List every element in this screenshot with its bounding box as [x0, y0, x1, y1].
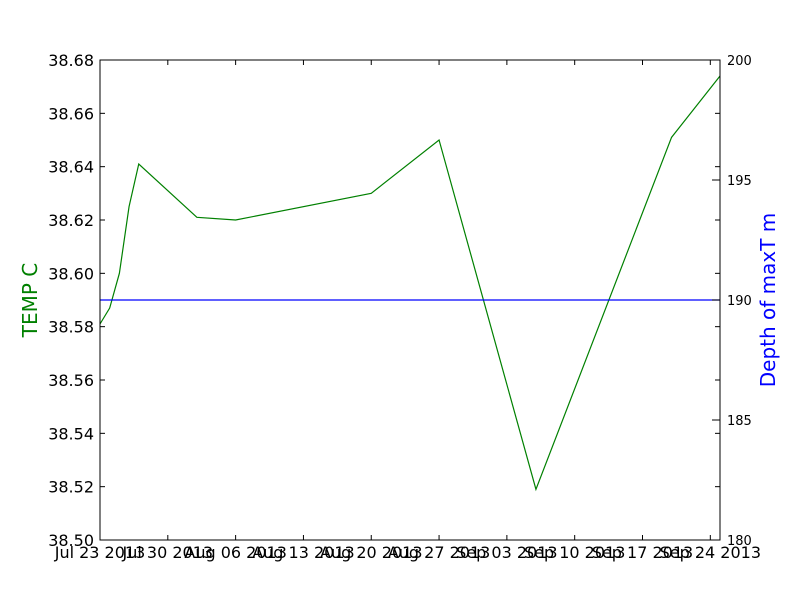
x-tick-label: Aug 13 2013 [252, 543, 355, 562]
series-line-0 [99, 75, 721, 492]
x-tick-label: Sep 10 2013 [524, 543, 625, 562]
y-tick-label: 38.54 [48, 424, 94, 443]
y2-tick-label: 190 [727, 294, 752, 309]
ticks-layer: 38.50 38.52 38.54 38.56 38.58 38.60 38.62 38.64… [48, 51, 761, 562]
y2-tick-label: 200 [727, 54, 752, 69]
y2-axis-label: Depth of maxT m [756, 213, 780, 388]
y-tick-label: 38.50 [48, 531, 94, 550]
x-tick-label: Jul 23 2013 [54, 543, 146, 562]
y2-tick-label: 180 [727, 534, 752, 549]
series-layer [99, 75, 721, 492]
y-tick-label: 38.64 [48, 158, 94, 177]
y-tick-label: 38.52 [48, 478, 94, 497]
x-tick-label: Jul 30 2013 [122, 543, 214, 562]
y2-tick-label: 185 [727, 414, 752, 429]
y-axis-label: TEMP C [18, 263, 42, 339]
y-tick-label: 38.56 [48, 371, 94, 390]
y-tick-label: 38.58 [48, 318, 94, 337]
y-tick-label: 38.66 [48, 104, 94, 123]
y-tick-label: 38.60 [48, 264, 94, 283]
y2-tick-label: 195 [727, 174, 752, 189]
x-tick-label: Aug 27 2013 [388, 543, 491, 562]
x-tick-label: Aug 06 2013 [184, 543, 287, 562]
y-tick-label: 38.62 [48, 211, 94, 230]
x-tick-label: Aug 20 2013 [320, 543, 423, 562]
y-tick-label: 38.68 [48, 51, 94, 70]
x-tick-label: Sep 03 2013 [456, 543, 557, 562]
x-tick-label: Sep 17 2013 [592, 543, 693, 562]
x-tick-label: Sep 24 2013 [660, 543, 761, 562]
